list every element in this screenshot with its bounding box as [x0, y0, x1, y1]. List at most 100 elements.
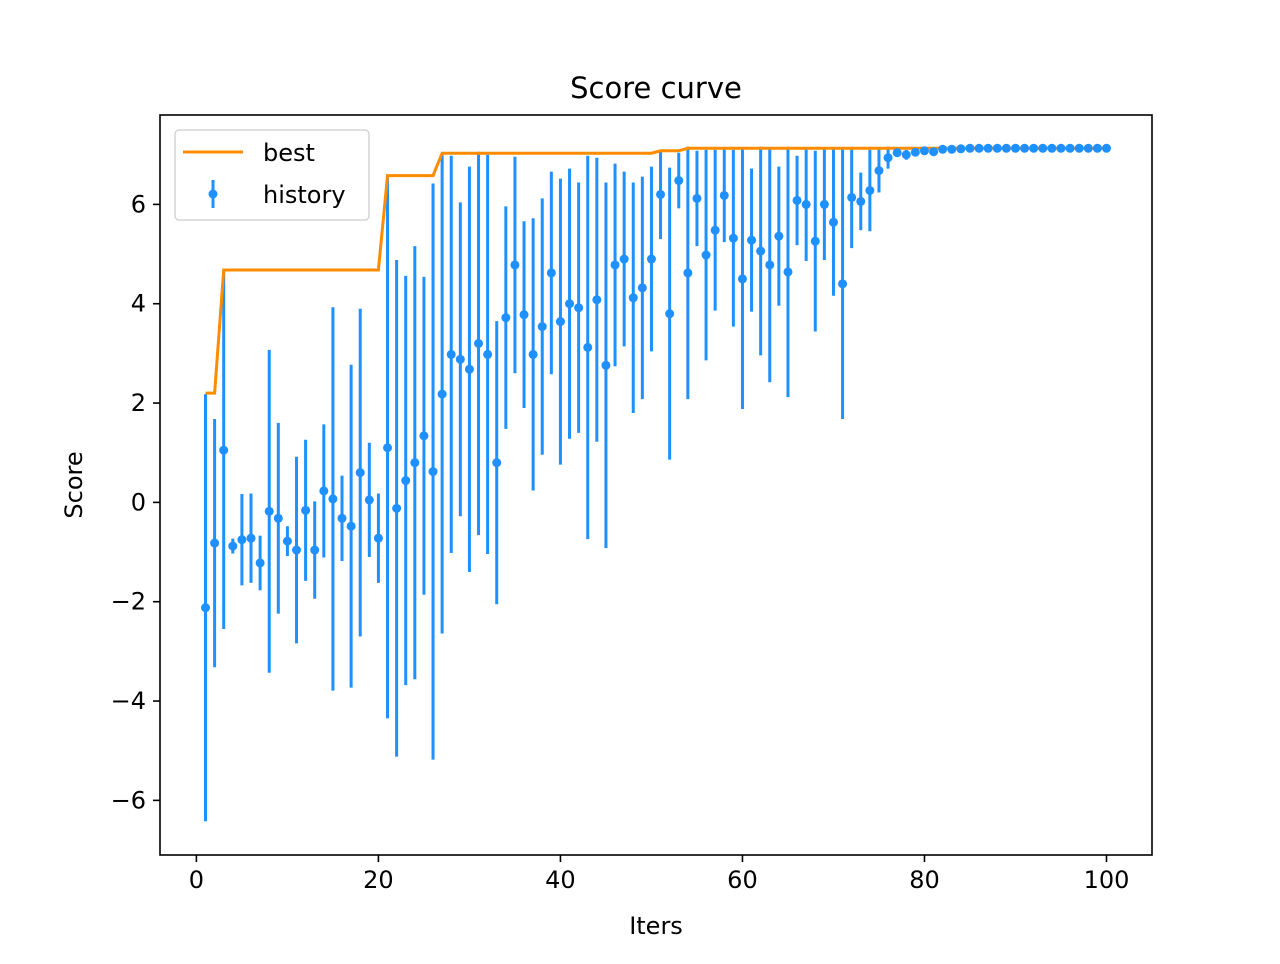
history-point: [737, 274, 747, 284]
history-point: [883, 153, 893, 163]
x-axis-label: Iters: [629, 912, 683, 940]
best-line: [205, 146, 1107, 395]
history-point: [255, 558, 265, 568]
history-point: [710, 225, 720, 235]
history-point: [637, 283, 647, 293]
history-point: [1010, 143, 1020, 153]
history-point: [992, 143, 1002, 153]
history-point: [701, 250, 711, 260]
history-point: [210, 538, 220, 548]
history-point: [565, 299, 575, 309]
history-point: [228, 541, 238, 551]
history-point: [346, 521, 356, 531]
chart-title: Score curve: [570, 71, 742, 105]
history-point: [901, 150, 911, 160]
history-point: [974, 143, 984, 153]
history-point: [1001, 143, 1011, 153]
history-point: [756, 246, 766, 256]
history-point: [965, 143, 975, 153]
history-point: [492, 458, 502, 468]
history-point: [665, 309, 675, 319]
history-point: [355, 468, 365, 478]
history-point: [592, 295, 602, 305]
y-tick-label: 6: [131, 190, 146, 218]
history-point: [1029, 143, 1039, 153]
history-point: [392, 503, 402, 513]
history-point: [546, 268, 556, 278]
history-point: [455, 354, 465, 364]
history-point: [583, 342, 593, 352]
history-point: [510, 260, 520, 270]
history-point: [774, 231, 784, 241]
history-point: [428, 467, 438, 477]
y-tick-label: 0: [131, 488, 146, 516]
history-point: [1020, 143, 1030, 153]
history-point: [373, 533, 383, 543]
history-point: [683, 268, 693, 278]
history-point: [555, 317, 565, 327]
legend: best history: [174, 129, 370, 221]
history-point: [574, 303, 584, 313]
legend-history-marker: [208, 189, 218, 199]
axes-frame: [159, 114, 1153, 856]
history-point: [537, 322, 547, 332]
history-point: [1056, 143, 1066, 153]
history-point: [310, 545, 320, 555]
history-point: [501, 313, 511, 323]
history-point: [956, 144, 966, 154]
history-point: [1074, 143, 1084, 153]
history-point: [519, 310, 529, 320]
history-point: [264, 506, 274, 516]
history-point: [301, 505, 311, 515]
history-point: [1065, 143, 1075, 153]
x-tick-label: 100: [1084, 866, 1130, 894]
history-point: [483, 349, 493, 359]
history-point: [464, 364, 474, 374]
history-point: [383, 443, 393, 453]
history-point: [865, 185, 875, 195]
history-point: [1101, 143, 1111, 153]
history-point: [847, 192, 857, 202]
history-point: [674, 176, 684, 186]
history-point: [910, 147, 920, 157]
history-point: [828, 217, 838, 227]
history-point: [1083, 143, 1093, 153]
history-point: [747, 235, 757, 245]
history-point: [292, 545, 302, 555]
x-tick-label: 20: [363, 866, 394, 894]
legend-history-label: history: [263, 181, 346, 209]
history-point: [201, 603, 211, 613]
history-point: [1038, 143, 1048, 153]
history-point: [819, 199, 829, 209]
history-point: [601, 360, 611, 370]
y-tick-label: −4: [111, 687, 146, 715]
history-point: [983, 143, 993, 153]
x-tick-label: 60: [727, 866, 758, 894]
history-point: [1092, 143, 1102, 153]
history-point: [619, 254, 629, 264]
history-point: [528, 349, 538, 359]
y-tick-label: 2: [131, 389, 146, 417]
history-point: [328, 494, 338, 504]
history-point: [246, 533, 256, 543]
history-point: [783, 267, 793, 277]
history-point: [765, 260, 775, 270]
y-axis-label: Score: [60, 451, 88, 518]
history-point: [410, 458, 420, 468]
history-point: [656, 189, 666, 199]
history-point: [856, 196, 866, 206]
history-point: [874, 166, 884, 176]
y-tick-label: −6: [111, 786, 146, 814]
x-tick-label: 40: [545, 866, 576, 894]
history-point: [719, 190, 729, 200]
history-point: [628, 293, 638, 303]
history-point: [728, 233, 738, 243]
history-point: [437, 389, 447, 399]
history-point: [938, 144, 948, 154]
history-point: [1047, 143, 1057, 153]
history-point: [838, 279, 848, 289]
legend-best-label: best: [263, 139, 315, 167]
y-tick-label: −2: [111, 588, 146, 616]
